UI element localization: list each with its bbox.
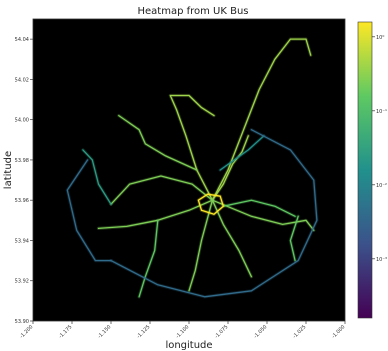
route-line [211,135,249,201]
x-tick-label: -1.000 [331,324,347,340]
route-line [188,199,214,292]
x-tick-label: -1.025 [292,324,308,340]
route-line [110,129,318,298]
route-line [82,149,112,205]
y-tick-label: 53.92 [15,279,29,285]
x-tick-label: -1.050 [253,324,269,340]
x-axis-label: longitude [165,340,212,351]
y-axis-label: latitude [3,151,14,189]
route-line [211,199,315,232]
y-tick-label: 53.90 [15,319,29,325]
x-axis-ticks: -1.200 -1.175 -1.150 -1.125 -1.100 -1.075 -1.0… [19,321,347,340]
route-line [197,193,224,215]
x-tick-label: -1.150 [97,324,113,340]
route-line [66,159,112,262]
x-tick-label: -1.125 [136,324,152,340]
colorbar-tick-label: 10⁰ [376,35,384,41]
y-tick-label: 53.96 [15,198,29,204]
x-tick-label: -1.200 [19,324,35,340]
colorbar-tick-label: 10⁻³ [376,257,387,263]
x-tick-label: -1.100 [175,324,191,340]
route-line [222,199,296,217]
plot-area [33,19,345,321]
route-line [118,114,198,171]
route-line [219,135,265,171]
route-line [110,175,214,205]
colorbar-tick-label: 10⁻² [376,183,387,189]
y-tick-label: 54.00 [15,118,29,124]
y-axis-ticks: 53.90 53.92 53.94 53.96 53.98 54.00 54.02 54.04 [15,37,33,325]
colorbar [357,21,373,319]
colorbar-tick-label: 10⁻¹ [376,109,387,115]
colorbar-ticks: 10⁻³ 10⁻² 10⁻¹ 10⁰ [372,35,387,263]
route-line [211,199,253,278]
route-line [138,219,159,298]
route-line [289,215,299,262]
y-tick-label: 53.94 [15,238,29,244]
x-tick-label: -1.175 [58,324,74,340]
y-tick-label: 54.04 [15,37,29,43]
chart-title: Heatmap from UK Bus [137,6,248,17]
routes-layer [65,37,319,299]
route-line [169,94,215,201]
y-tick-label: 53.98 [15,158,29,164]
y-tick-label: 54.02 [15,77,29,83]
x-tick-label: -1.075 [214,324,230,340]
